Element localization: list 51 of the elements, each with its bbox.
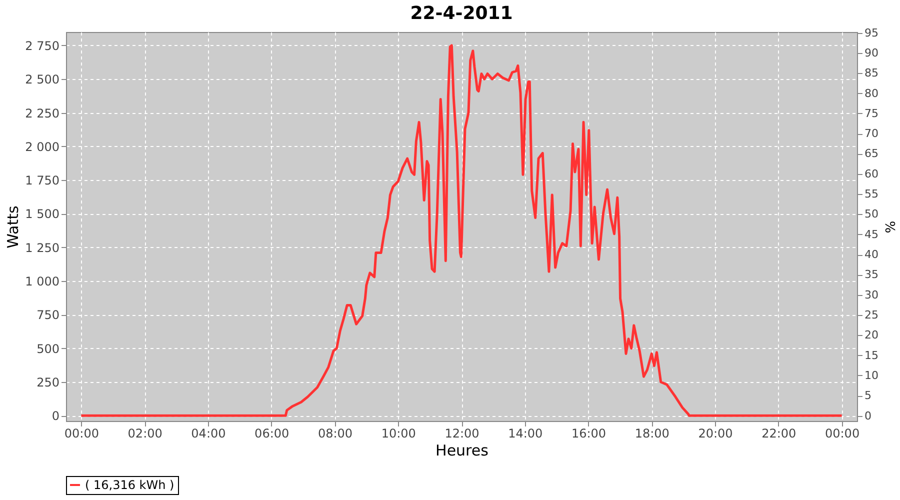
x-tick-label: 08:00 xyxy=(318,426,353,440)
legend-label: ( 16,316 kWh ) xyxy=(85,478,174,492)
y2-tick-label: 90 xyxy=(864,46,878,60)
y2-tick-label: 45 xyxy=(864,228,878,241)
x-tick-label: 12:00 xyxy=(444,426,480,440)
line-series xyxy=(80,44,844,417)
y2-tick-label: 70 xyxy=(864,127,878,140)
chart-title: 22-4-2011 xyxy=(410,2,513,24)
x-axis-title: Heures xyxy=(436,442,489,460)
x-tick-label: 18:00 xyxy=(634,426,670,440)
y2-tick-label: 25 xyxy=(864,308,878,322)
x-tick-label: 22:00 xyxy=(762,426,796,440)
y-tick-label: 1 500 xyxy=(25,207,60,222)
x-tick-label: 04:00 xyxy=(191,426,226,440)
x-tick-label: 16:00 xyxy=(571,426,606,440)
y2-tick-label: 50 xyxy=(864,208,878,221)
y2-tick-label: 60 xyxy=(864,167,878,180)
y-tick-label: 1 000 xyxy=(25,274,60,289)
y2-tick-label: 5 xyxy=(864,389,872,402)
y2-tick-label: 30 xyxy=(864,288,878,302)
y2-axis-title: % xyxy=(881,220,896,234)
y2-tick-label: 55 xyxy=(864,188,878,201)
x-tick-label: 10:00 xyxy=(381,426,416,440)
y2-tick-label: 20 xyxy=(864,328,878,342)
x-tick-label: 02:00 xyxy=(128,426,162,440)
y2-tick-label: 75 xyxy=(864,106,878,120)
y-tick-label: 250 xyxy=(36,375,60,390)
y-tick-label: 2 000 xyxy=(25,140,60,154)
y-tick-label: 2 500 xyxy=(25,72,60,87)
x-tick-label: 20:00 xyxy=(698,426,733,440)
y-tick-label: 2 250 xyxy=(25,106,60,120)
y2-tick-label: 80 xyxy=(864,86,878,100)
y-tick-label: 500 xyxy=(36,342,60,356)
y-tick-label: 0 xyxy=(52,409,60,424)
y2-tick-label: 40 xyxy=(864,248,878,262)
y-axis-title: Watts xyxy=(4,206,22,248)
x-tick-label: 00:00 xyxy=(64,426,100,440)
y-tick-label: 1 250 xyxy=(25,240,60,255)
y2-tick-label: 10 xyxy=(864,368,878,382)
y-tick-label: 1 750 xyxy=(25,174,60,188)
y2-tick-label: 95 xyxy=(864,26,878,40)
y-tick-label: 750 xyxy=(36,308,60,322)
y2-tick-label: 35 xyxy=(864,268,878,282)
x-tick-label: 06:00 xyxy=(254,426,290,440)
y2-tick-label: 85 xyxy=(864,66,878,80)
y2-tick-label: 0 xyxy=(864,409,872,422)
x-tick-label: 14:00 xyxy=(508,426,543,440)
y2-tick-label: 65 xyxy=(864,147,878,160)
y-tick-label: 2 750 xyxy=(25,38,60,53)
x-tick-label: 00:00 xyxy=(824,426,860,440)
y2-tick-label: 15 xyxy=(864,348,878,362)
